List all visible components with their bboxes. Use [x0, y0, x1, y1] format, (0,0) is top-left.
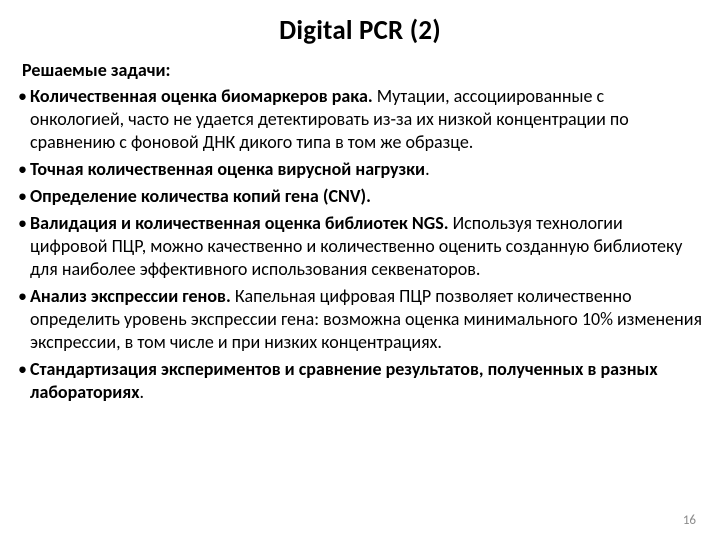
list-item: Анализ экспрессии генов. Капельная цифро… [18, 285, 702, 354]
list-item: Стандартизация экспериментов и сравнение… [18, 358, 702, 404]
list-item: Определение количества копий гена (CNV). [18, 185, 702, 208]
item-bold: Определение количества копий гена (CNV). [30, 185, 371, 207]
item-bold: Стандартизация экспериментов и сравнение… [30, 358, 658, 403]
slide-subtitle: Решаемые задачи: [22, 59, 702, 81]
list-item: Валидация и количественная оценка библио… [18, 212, 702, 281]
item-rest: . [140, 381, 145, 403]
list-item: Точная количественная оценка вирусной на… [18, 158, 702, 181]
item-bold: Валидация и количественная оценка библио… [30, 212, 449, 234]
page-number: 16 [683, 513, 696, 528]
slide: Digital PCR (2) Решаемые задачи: Количес… [0, 0, 720, 540]
item-bold: Анализ экспрессии генов. [30, 285, 231, 307]
item-bold: Точная количественная оценка вирусной на… [30, 158, 425, 180]
bullet-list: Количественная оценка биомаркеров рака. … [18, 85, 702, 404]
list-item: Количественная оценка биомаркеров рака. … [18, 85, 702, 154]
item-rest: . [425, 158, 430, 180]
item-bold: Количественная оценка биомаркеров рака. [30, 85, 373, 107]
slide-title: Digital PCR (2) [18, 14, 702, 47]
